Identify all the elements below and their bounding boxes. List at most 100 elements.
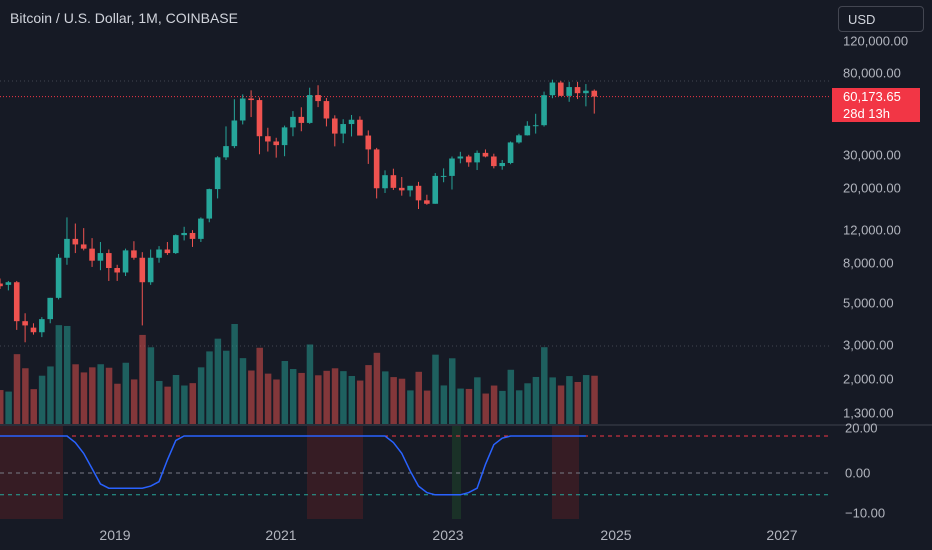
candle-body xyxy=(457,156,464,159)
volume-bar xyxy=(482,393,489,424)
volume-bar xyxy=(222,350,230,424)
candle-body xyxy=(106,253,112,268)
candle-body xyxy=(30,327,37,333)
volume-bar xyxy=(72,364,79,424)
candle-body xyxy=(332,118,338,134)
volume-bar xyxy=(490,385,498,424)
indicator-tick: −10.00 xyxy=(845,505,886,521)
candle-body xyxy=(223,146,229,158)
candle-body xyxy=(64,238,70,258)
volume-bar xyxy=(348,375,356,424)
volume-bar xyxy=(474,377,481,424)
volume-bar xyxy=(549,377,556,424)
candle-body xyxy=(465,156,472,163)
candle-body xyxy=(139,257,146,283)
volume-bar xyxy=(122,362,130,424)
price-tick: 120,000.00 xyxy=(843,33,909,49)
candle-body xyxy=(541,95,547,126)
volume-bar xyxy=(566,376,573,424)
volume-bar xyxy=(55,325,63,424)
candle-body xyxy=(574,87,581,94)
overbought-zone xyxy=(552,426,579,519)
last-price-value: 60,173.65 xyxy=(843,89,901,104)
volume-bar xyxy=(541,347,548,424)
volume-bar xyxy=(13,354,21,424)
volume-bar xyxy=(465,388,473,424)
volume-bar xyxy=(214,338,222,424)
time-tick: 2025 xyxy=(600,527,632,543)
volume-bar xyxy=(139,334,146,424)
candle-body xyxy=(424,200,430,204)
volume-bar xyxy=(390,377,397,424)
candle-body xyxy=(72,238,79,245)
candle-body xyxy=(499,162,505,167)
price-tick: 80,000.00 xyxy=(843,65,901,81)
volume-bar xyxy=(105,367,113,424)
volume-bar xyxy=(382,371,389,424)
volume-bar xyxy=(256,347,263,424)
price-tick: 2,000.00 xyxy=(843,371,894,387)
volume-bar xyxy=(30,389,37,424)
volume-bar xyxy=(248,370,255,424)
time-tick: 2019 xyxy=(99,527,131,543)
candle-body xyxy=(164,249,171,254)
candle-body xyxy=(147,257,154,283)
candle-body xyxy=(390,175,397,188)
candle-body xyxy=(298,116,305,123)
volume-bar xyxy=(298,372,305,424)
volume-bar xyxy=(323,370,330,424)
volume-bar xyxy=(164,386,171,424)
volume-bar xyxy=(38,375,46,424)
candle-body xyxy=(373,149,380,189)
candle-body xyxy=(13,282,20,322)
currency-selector[interactable]: USD xyxy=(838,6,924,32)
candle-body xyxy=(0,283,3,287)
volume-bar xyxy=(340,371,347,424)
volume-bar xyxy=(63,325,71,424)
volume-bar xyxy=(415,371,422,424)
candle-body xyxy=(181,232,187,236)
volume-bar xyxy=(114,383,121,424)
volume-bar xyxy=(130,379,138,424)
volume-bar xyxy=(273,379,280,424)
volume-bar xyxy=(432,354,439,424)
volume-bar xyxy=(147,347,155,424)
volume-bar xyxy=(557,385,565,424)
candle-body xyxy=(122,250,129,273)
candle-body xyxy=(231,120,238,147)
volume-bar xyxy=(264,373,272,424)
candle-body xyxy=(80,244,87,249)
candle-body xyxy=(55,257,62,298)
candle-body xyxy=(281,127,288,146)
candle-body xyxy=(591,90,598,97)
candle-body xyxy=(47,297,54,320)
volume-bar xyxy=(423,390,431,424)
volume-bar xyxy=(507,369,515,424)
candle-body xyxy=(432,175,439,204)
volume-bar xyxy=(440,385,448,424)
candle-body xyxy=(248,98,254,101)
volume-bar xyxy=(448,358,456,424)
volume-bar xyxy=(306,344,314,424)
candle-body xyxy=(172,235,179,254)
candle-body xyxy=(306,95,313,123)
volume-bar xyxy=(206,351,213,424)
bar-countdown: 28d 13h xyxy=(843,106,890,121)
volume-bar xyxy=(189,383,197,424)
volume-bar xyxy=(574,382,582,424)
candle-body xyxy=(440,175,447,177)
candle-body xyxy=(315,95,321,102)
volume-bar xyxy=(197,367,205,424)
candle-body xyxy=(206,189,213,219)
candle-body xyxy=(156,249,162,258)
volume-bar xyxy=(524,383,531,424)
volume-bar xyxy=(5,391,12,424)
candle-body xyxy=(5,282,12,285)
candle-body xyxy=(214,157,221,190)
candle-body xyxy=(114,267,120,273)
volume-bar xyxy=(181,385,188,424)
price-tick: 1,300.00 xyxy=(843,405,894,421)
candle-body xyxy=(22,321,28,326)
volume-bar xyxy=(0,390,4,424)
